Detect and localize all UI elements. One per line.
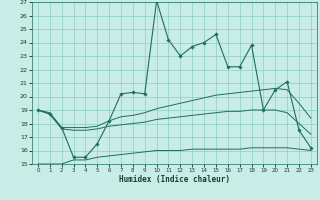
X-axis label: Humidex (Indice chaleur): Humidex (Indice chaleur) bbox=[119, 175, 230, 184]
